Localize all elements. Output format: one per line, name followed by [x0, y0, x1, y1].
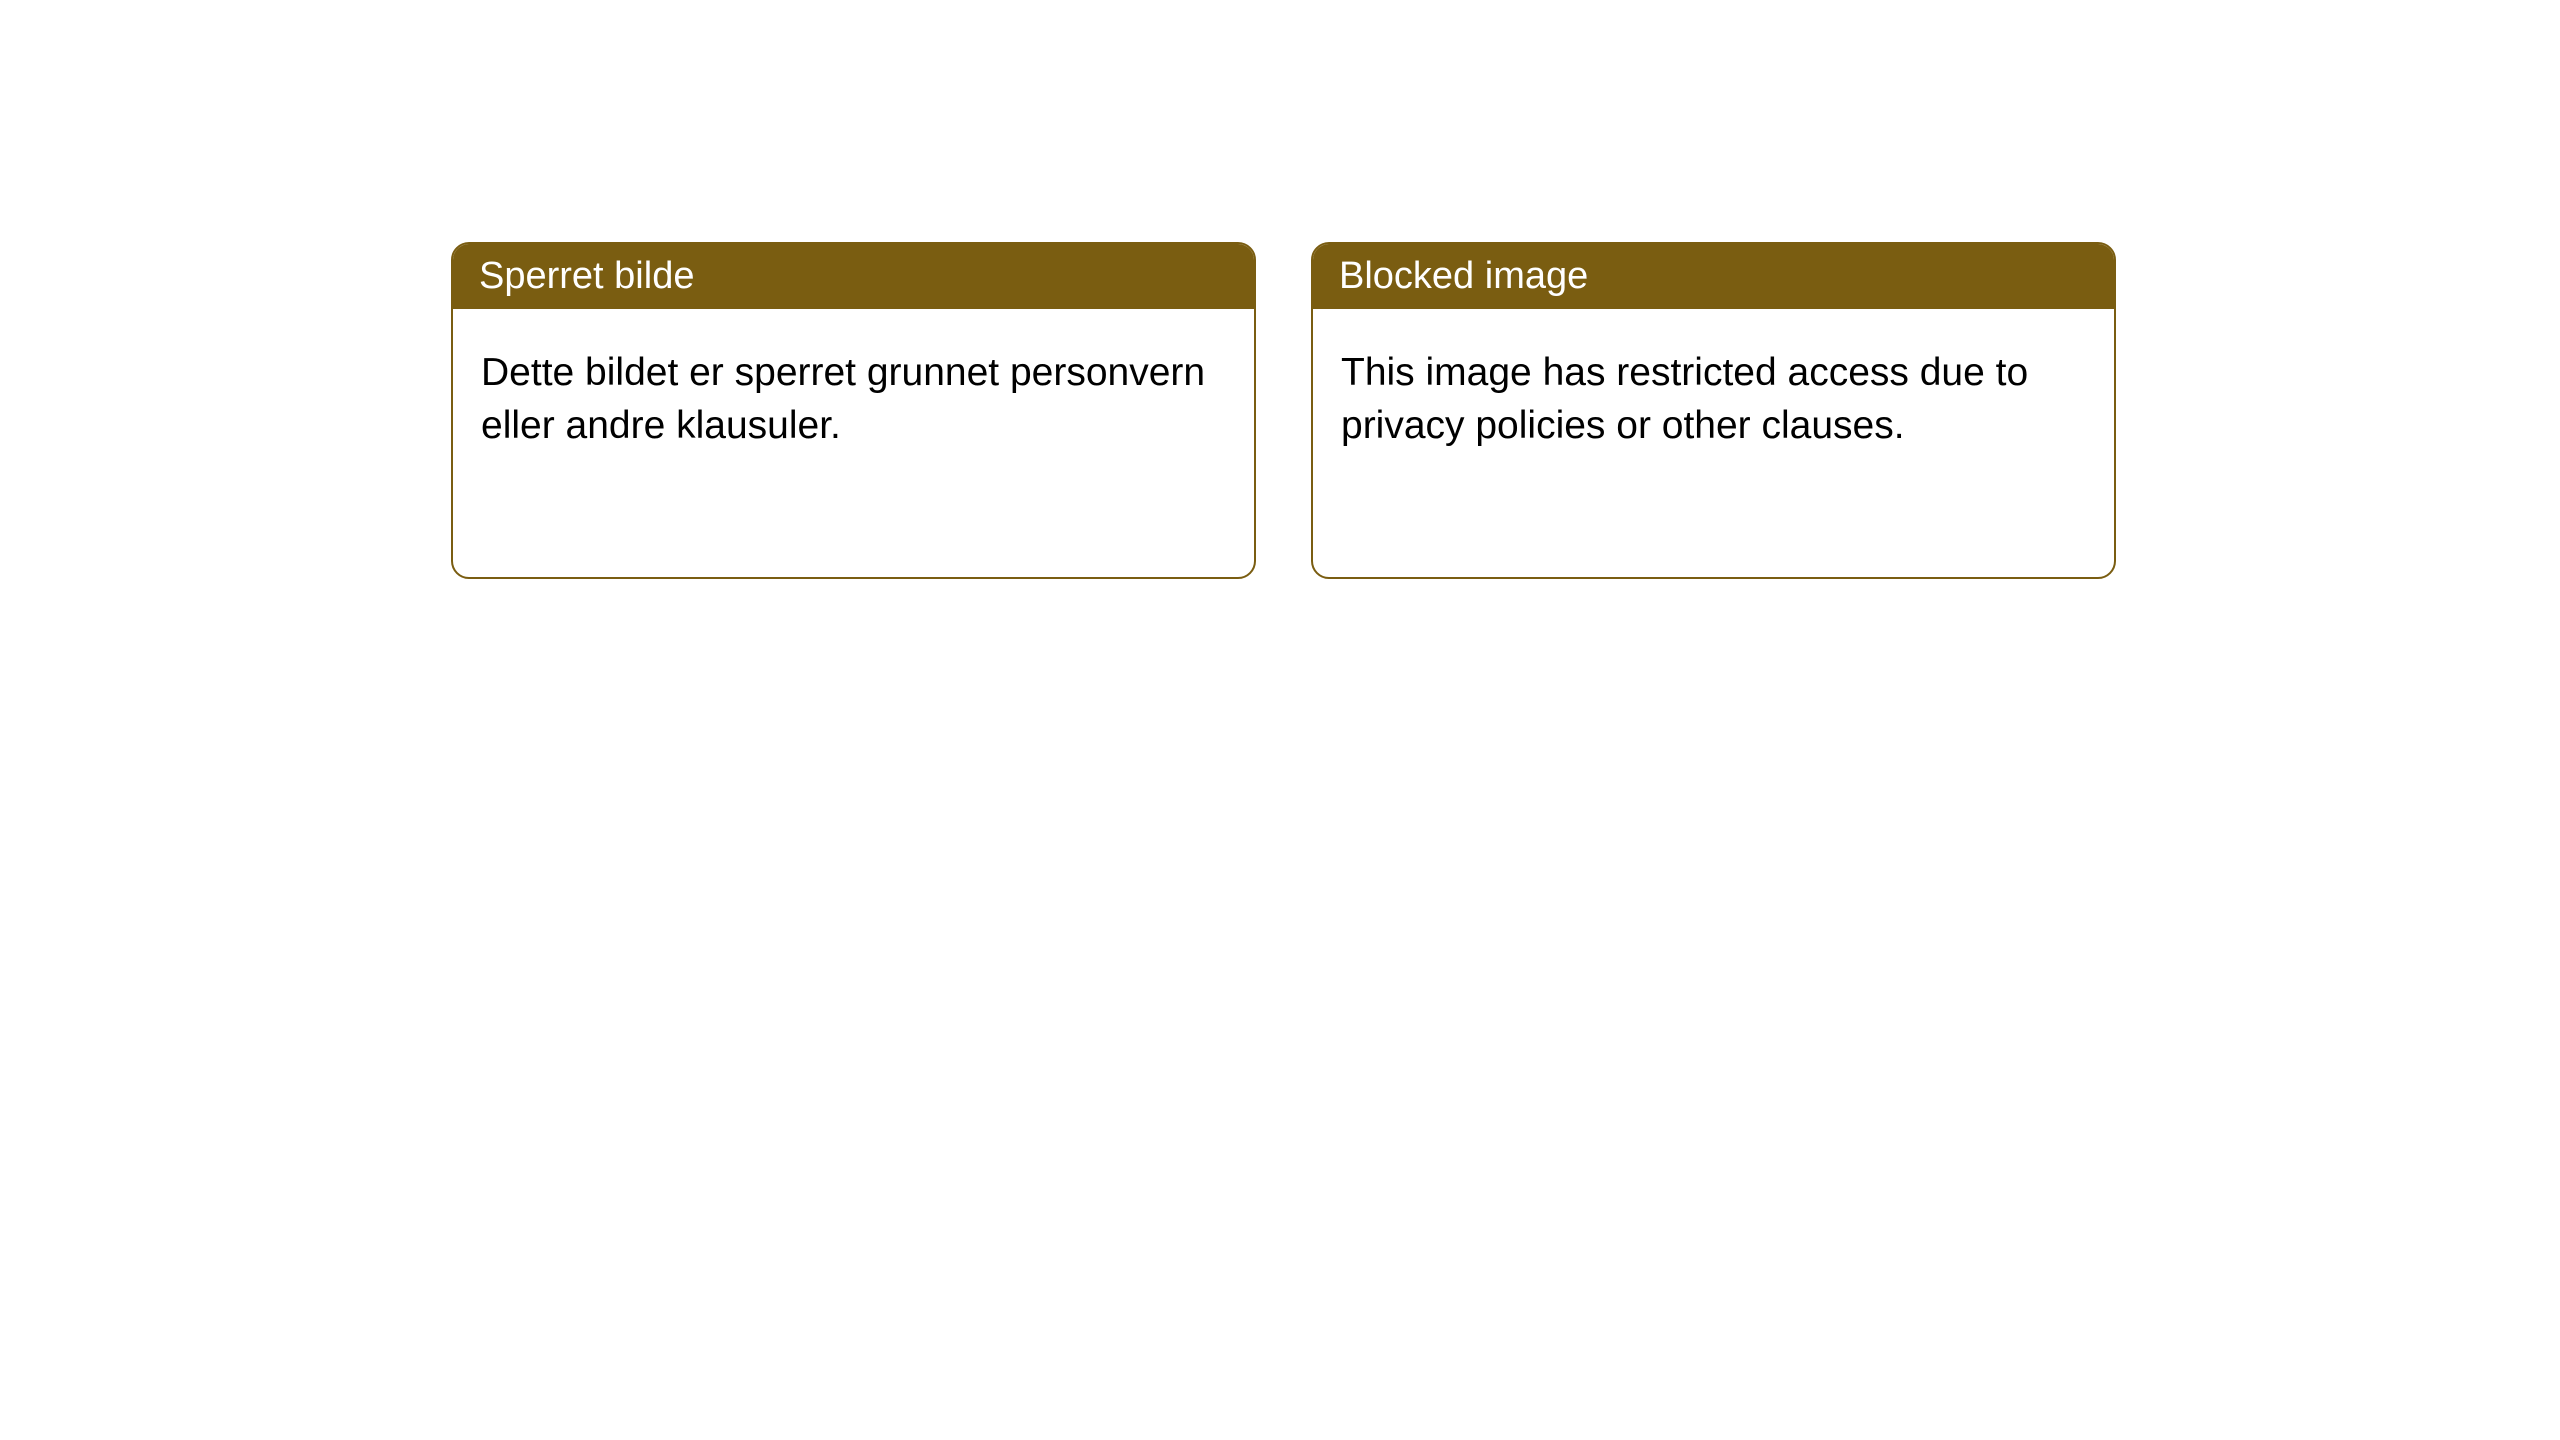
notice-card-norwegian: Sperret bilde Dette bildet er sperret gr…	[451, 242, 1256, 579]
notice-card-english: Blocked image This image has restricted …	[1311, 242, 2116, 579]
notice-cards-container: Sperret bilde Dette bildet er sperret gr…	[0, 0, 2560, 579]
card-header-english: Blocked image	[1313, 244, 2114, 309]
card-body-norwegian: Dette bildet er sperret grunnet personve…	[453, 309, 1254, 490]
card-body-english: This image has restricted access due to …	[1313, 309, 2114, 490]
card-header-norwegian: Sperret bilde	[453, 244, 1254, 309]
